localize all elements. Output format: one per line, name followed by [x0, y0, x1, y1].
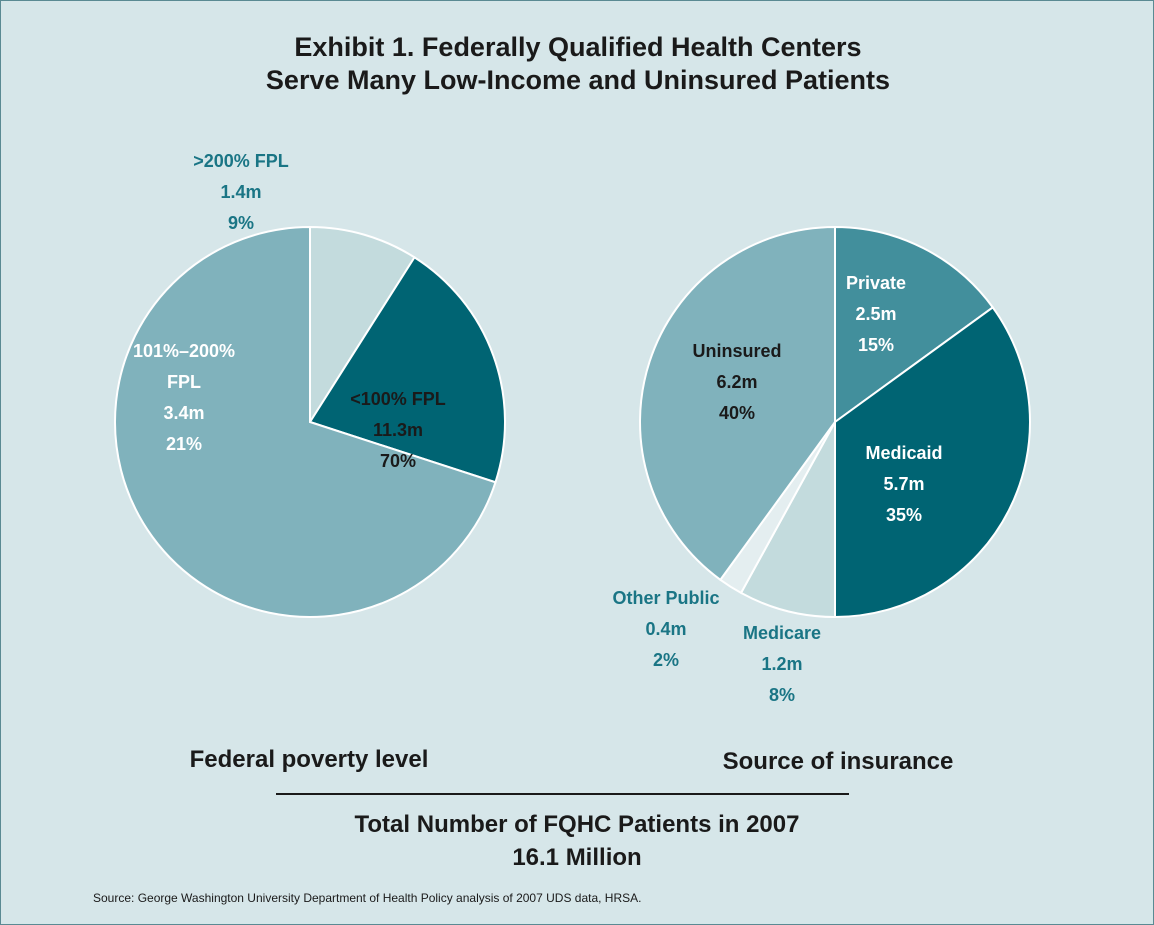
- slice-count: 0.4m: [645, 619, 687, 639]
- slice-percent: 40%: [718, 403, 756, 423]
- slice-name: 101%–200% FPL: [132, 341, 236, 392]
- slice-count: 1.4m: [220, 182, 262, 202]
- pie-slice: [309, 225, 416, 426]
- total-heading: Total Number of FQHC Patients in 2007: [354, 811, 800, 838]
- slice-count: 3.4m: [163, 403, 205, 423]
- slice-name: Other Public: [612, 588, 720, 608]
- slice-label: 101%–200% FPL 3.4m 21%: [129, 336, 239, 460]
- slice-name: Medicare: [742, 623, 822, 643]
- slice-name: >200% FPL: [193, 151, 289, 171]
- title-line: Serve Many Low-Income and Uninsured Pati…: [265, 65, 891, 95]
- title-line: Exhibit 1. Federally Qualified Health Ce…: [294, 32, 862, 62]
- pie-slice: [639, 225, 836, 582]
- slice-label: Medicare 1.2m 8%: [722, 618, 842, 711]
- slice-percent: 35%: [885, 505, 923, 525]
- slice-name: <100% FPL: [350, 389, 446, 409]
- slice-percent: 2%: [652, 650, 679, 670]
- pie-slice: [739, 421, 836, 619]
- pie-slice: [834, 225, 995, 424]
- slice-label: >200% FPL 1.4m 9%: [171, 146, 311, 239]
- pie-title: Federal poverty level: [189, 746, 429, 773]
- slice-name: Medicaid: [865, 443, 943, 463]
- slice-count: 2.5m: [855, 304, 897, 324]
- slice-name: Private: [845, 273, 907, 293]
- slice-label: Other Public 0.4m 2%: [596, 583, 736, 676]
- slice-label: Uninsured 6.2m 40%: [677, 336, 797, 429]
- pie-slice: [834, 305, 1031, 619]
- slice-percent: 21%: [165, 434, 203, 454]
- slice-name: Uninsured: [692, 341, 782, 361]
- slice-count: 11.3m: [372, 420, 424, 440]
- slice-label: <100% FPL 11.3m 70%: [328, 384, 468, 477]
- slice-percent: 8%: [768, 685, 795, 705]
- slice-label: Private 2.5m 15%: [816, 268, 936, 361]
- slice-label: Medicaid 5.7m 35%: [844, 438, 964, 531]
- slice-count: 6.2m: [716, 372, 758, 392]
- slice-percent: 9%: [227, 213, 254, 233]
- slice-percent: 15%: [857, 335, 895, 355]
- total: 16.1 Million: [512, 844, 642, 871]
- source: Source: George Washington University Dep…: [93, 891, 642, 905]
- pie-slice: [308, 255, 506, 484]
- pie-slice: [114, 225, 497, 618]
- slice-count: 5.7m: [883, 474, 925, 494]
- slice-percent: 70%: [379, 451, 417, 471]
- pie-title: Source of insurance: [722, 748, 954, 775]
- slice-count: 1.2m: [761, 654, 803, 674]
